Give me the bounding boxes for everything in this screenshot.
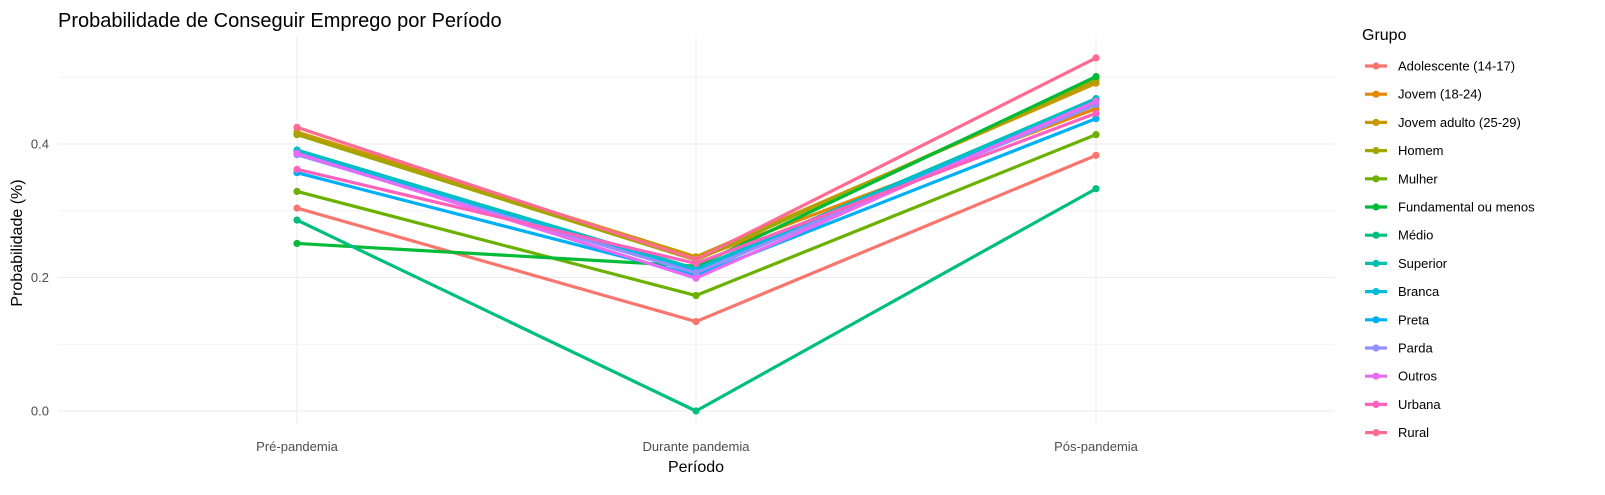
grid [58,37,1335,425]
data-point [293,165,301,173]
legend-item: Parda [1365,341,1433,356]
legend-key-point [1372,231,1380,239]
series-Outros [293,97,1100,282]
data-point [1092,185,1100,193]
legend-title: Grupo [1362,27,1407,44]
legend-label: Branca [1398,284,1440,299]
data-point [692,317,700,326]
x-tick-label: Pré-pandemia [256,439,338,454]
legend-key-point [1372,147,1380,155]
legend-item: Médio [1365,228,1433,243]
legend-label: Mulher [1398,171,1438,186]
data-point [1092,131,1100,139]
legend-label: Homem [1398,143,1444,158]
legend-item: Outros [1365,369,1438,384]
axes: 0.0 0.2 0.4 Pré-pandemia Durante pandemia Pós… [31,137,1139,455]
legend-label: Jovem (18-24) [1398,87,1482,102]
legend-label: Rural [1398,425,1429,440]
legend-label: Preta [1398,312,1430,327]
y-tick-label: 0.2 [31,270,49,285]
legend-key-point [1372,259,1380,267]
legend-key-point [1372,175,1380,183]
legend-item: Jovem (18-24) [1365,87,1482,102]
legend-label: Urbana [1398,397,1441,412]
data-point [293,149,301,157]
series-Médio [293,185,1100,415]
legend-label: Jovem adulto (25-29) [1398,115,1521,130]
x-tick-label: Pós-pandemia [1054,439,1139,454]
legend-key-point [1372,344,1380,352]
legend-label: Superior [1398,256,1448,271]
data-point [293,131,301,139]
legend-item: Homem [1365,143,1444,158]
legend-key-point [1372,316,1380,324]
legend-label: Outros [1398,369,1438,384]
y-tick-label: 0.4 [31,137,49,152]
series-Adolescente (14-17) [293,151,1100,326]
data-point [1092,72,1100,81]
data-point [692,269,700,277]
legend-item: Mulher [1365,171,1438,186]
legend-key-point [1372,203,1380,211]
x-tick-label: Durante pandemia [643,439,751,454]
data-point [293,239,301,248]
legend-key-point [1372,118,1380,126]
series-lines [293,54,1100,415]
y-tick-label: 0.0 [31,404,49,419]
data-point [1092,151,1100,159]
data-point [1092,115,1100,123]
legend-item: Rural [1365,425,1429,440]
data-point [692,291,700,300]
data-point [692,407,700,415]
legend-item: Fundamental ou menos [1365,200,1535,215]
data-point [293,204,301,212]
legend-key-point [1372,288,1380,296]
legend-items: Adolescente (14-17) Jovem (18-24) Jovem ad… [1365,59,1535,440]
data-point [692,274,700,282]
legend-key-point [1372,372,1380,380]
legend-label: Médio [1398,228,1433,243]
legend-item: Jovem adulto (25-29) [1365,115,1521,130]
y-axis-title: Probabilidade (%) [9,179,26,306]
legend-item: Superior [1365,256,1448,271]
data-point [1092,109,1100,117]
series-Rural [293,54,1100,264]
legend-item: Urbana [1365,397,1441,412]
data-point [692,255,700,264]
legend-key-point [1372,90,1380,98]
data-point [1092,97,1100,105]
legend-label: Fundamental ou menos [1398,200,1535,215]
legend-key-point [1372,62,1380,70]
legend: Grupo Adolescente (14-17) Jovem (18-24) Jo… [1362,27,1535,440]
legend-label: Parda [1398,341,1433,356]
legend-item: Branca [1365,284,1440,299]
legend-key-point [1372,400,1380,408]
data-point [293,187,301,195]
legend-label: Adolescente (14-17) [1398,59,1515,74]
series-Mulher [293,131,1100,300]
chart-title: Probabilidade de Conseguir Emprego por P… [58,10,502,32]
data-point [293,216,301,224]
legend-item: Preta [1365,312,1430,327]
data-point [1092,54,1100,62]
legend-key-point [1372,429,1380,437]
data-point [293,123,301,131]
legend-item: Adolescente (14-17) [1365,59,1515,74]
x-axis-title: Período [668,459,724,476]
